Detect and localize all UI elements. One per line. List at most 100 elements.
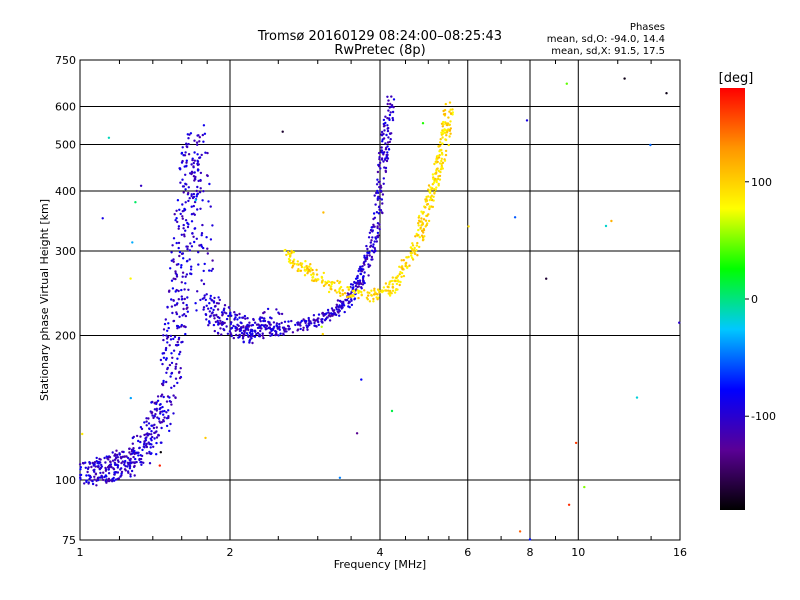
data-point bbox=[381, 202, 384, 205]
data-point bbox=[387, 148, 391, 151]
data-point bbox=[330, 307, 334, 310]
data-point bbox=[444, 122, 448, 125]
data-point bbox=[237, 324, 240, 328]
data-point bbox=[155, 409, 158, 412]
data-point bbox=[347, 302, 350, 305]
data-point bbox=[363, 271, 366, 274]
data-point bbox=[185, 260, 189, 263]
data-point bbox=[347, 288, 350, 291]
data-point bbox=[238, 312, 241, 316]
data-point bbox=[89, 475, 92, 479]
data-point bbox=[139, 184, 143, 187]
data-point bbox=[215, 313, 218, 317]
data-point bbox=[385, 159, 389, 163]
data-point bbox=[246, 334, 250, 337]
data-point bbox=[221, 312, 224, 316]
data-point bbox=[320, 275, 323, 279]
data-point bbox=[400, 275, 403, 278]
data-point bbox=[387, 136, 390, 139]
colorbar-label: [deg] bbox=[719, 71, 754, 86]
data-point bbox=[113, 473, 116, 476]
data-point bbox=[437, 175, 440, 178]
data-point bbox=[180, 151, 184, 155]
data-point bbox=[183, 325, 186, 328]
data-point bbox=[369, 241, 372, 244]
data-point bbox=[360, 378, 363, 381]
data-point bbox=[314, 278, 317, 281]
data-point bbox=[182, 154, 185, 157]
x-tick-label: 16 bbox=[673, 546, 687, 559]
data-point bbox=[374, 249, 377, 253]
data-point bbox=[181, 146, 184, 149]
data-point bbox=[449, 132, 452, 135]
data-point bbox=[252, 317, 255, 321]
data-point bbox=[181, 297, 184, 301]
data-point bbox=[435, 178, 439, 181]
x-tick-label: 6 bbox=[464, 546, 471, 559]
colorbar-tick-label: -100 bbox=[751, 410, 776, 423]
data-point bbox=[138, 446, 141, 450]
data-point bbox=[380, 157, 384, 160]
data-point bbox=[193, 159, 196, 162]
data-point bbox=[175, 275, 179, 278]
data-point bbox=[409, 246, 413, 249]
data-point bbox=[187, 199, 190, 203]
data-point bbox=[177, 289, 180, 293]
data-point bbox=[206, 247, 209, 250]
data-point bbox=[216, 319, 219, 323]
data-point bbox=[366, 254, 369, 257]
data-point bbox=[437, 184, 440, 187]
data-point bbox=[190, 265, 193, 268]
data-point bbox=[388, 294, 392, 297]
data-point bbox=[356, 279, 360, 283]
data-point bbox=[260, 323, 263, 327]
data-point bbox=[311, 276, 315, 279]
data-point bbox=[385, 133, 388, 137]
data-point bbox=[376, 231, 380, 235]
data-point bbox=[220, 333, 223, 336]
data-point bbox=[176, 327, 179, 330]
data-point bbox=[156, 399, 160, 402]
data-point bbox=[367, 236, 371, 239]
data-point bbox=[313, 321, 316, 325]
data-point bbox=[102, 471, 105, 474]
data-point bbox=[427, 219, 431, 223]
data-point bbox=[360, 270, 364, 273]
data-point bbox=[190, 193, 193, 196]
data-point bbox=[440, 157, 443, 160]
data-point bbox=[366, 251, 369, 254]
data-point bbox=[381, 211, 384, 215]
data-point bbox=[411, 258, 415, 261]
data-point bbox=[387, 109, 390, 112]
data-point bbox=[147, 441, 150, 444]
data-point bbox=[342, 301, 345, 304]
data-point bbox=[178, 376, 182, 380]
data-point bbox=[310, 322, 313, 325]
data-point bbox=[95, 456, 98, 460]
data-point bbox=[104, 469, 108, 472]
data-point bbox=[545, 277, 548, 280]
data-point bbox=[248, 321, 251, 324]
data-point bbox=[321, 332, 324, 336]
data-point bbox=[356, 289, 359, 292]
data-point bbox=[134, 457, 137, 461]
data-point bbox=[253, 321, 257, 324]
data-point bbox=[107, 136, 111, 139]
data-point bbox=[186, 296, 189, 299]
data-point bbox=[150, 439, 153, 442]
data-point bbox=[177, 336, 181, 340]
data-point bbox=[201, 199, 204, 202]
data-point bbox=[192, 235, 195, 238]
data-point bbox=[183, 207, 186, 211]
data-point bbox=[184, 182, 187, 185]
data-point bbox=[371, 236, 374, 239]
data-point bbox=[119, 456, 123, 459]
data-point bbox=[152, 426, 156, 430]
data-point bbox=[565, 82, 568, 85]
data-point bbox=[348, 295, 351, 298]
data-point bbox=[234, 329, 237, 332]
data-point bbox=[441, 142, 444, 145]
data-point bbox=[299, 324, 302, 327]
data-point bbox=[176, 357, 179, 360]
data-point bbox=[174, 396, 177, 400]
